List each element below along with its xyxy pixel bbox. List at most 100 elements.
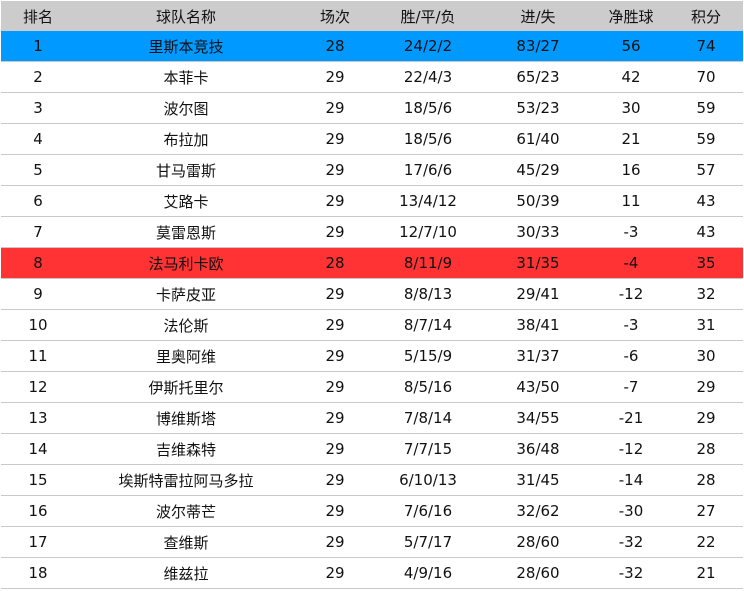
cell-points: 30 bbox=[669, 340, 743, 372]
cell-goal-difference: -30 bbox=[593, 495, 669, 527]
cell-rank: 1 bbox=[1, 31, 75, 62]
cell-goals-for-against: 31/45 bbox=[483, 464, 593, 496]
cell-rank: 13 bbox=[1, 402, 75, 434]
cell-matches-played: 29 bbox=[297, 278, 373, 310]
cell-team-name: 波尔蒂芒 bbox=[75, 495, 297, 527]
cell-rank: 16 bbox=[1, 495, 75, 527]
table-row: 2 本菲卡 29 22/4/3 65/23 42 70 bbox=[1, 61, 743, 93]
cell-win-draw-loss: 7/8/14 bbox=[373, 402, 483, 434]
cell-team-name: 伊斯托里尔 bbox=[75, 371, 297, 403]
header-row: 排名 球队名称 场次 胜/平/负 进/失 净胜球 积分 bbox=[1, 1, 743, 31]
table-row: 8 法马利卡欧 28 8/11/9 31/35 -4 35 bbox=[1, 247, 743, 279]
cell-team-name: 维兹拉 bbox=[75, 557, 297, 589]
cell-goal-difference: -7 bbox=[593, 371, 669, 403]
header-goals-for-against: 进/失 bbox=[520, 7, 556, 26]
cell-rank: 7 bbox=[1, 216, 75, 248]
cell-team-name: 艾路卡 bbox=[75, 185, 297, 217]
cell-rank: 3 bbox=[1, 92, 75, 124]
cell-goals-for-against: 31/37 bbox=[483, 340, 593, 372]
cell-points: 28 bbox=[669, 464, 743, 496]
cell-rank: 10 bbox=[1, 309, 75, 341]
cell-goals-for-against: 50/39 bbox=[483, 185, 593, 217]
cell-goal-difference: 16 bbox=[593, 154, 669, 186]
cell-goals-for-against: 61/40 bbox=[483, 123, 593, 155]
cell-matches-played: 29 bbox=[297, 526, 373, 558]
cell-goal-difference: 11 bbox=[593, 185, 669, 217]
cell-team-name: 布拉加 bbox=[75, 123, 297, 155]
cell-rank: 8 bbox=[1, 247, 75, 279]
cell-goal-difference: 56 bbox=[593, 31, 669, 62]
cell-points: 31 bbox=[669, 309, 743, 341]
cell-goals-for-against: 36/48 bbox=[483, 433, 593, 465]
cell-win-draw-loss: 24/2/2 bbox=[373, 31, 483, 62]
cell-win-draw-loss: 8/11/9 bbox=[373, 247, 483, 279]
cell-goals-for-against: 83/27 bbox=[483, 31, 593, 62]
cell-points: 28 bbox=[669, 433, 743, 465]
cell-win-draw-loss: 4/9/16 bbox=[373, 557, 483, 589]
cell-win-draw-loss: 8/5/16 bbox=[373, 371, 483, 403]
cell-goal-difference: 42 bbox=[593, 61, 669, 93]
cell-team-name: 里奥阿维 bbox=[75, 340, 297, 372]
cell-win-draw-loss: 7/6/16 bbox=[373, 495, 483, 527]
cell-goals-for-against: 28/60 bbox=[483, 526, 593, 558]
cell-matches-played: 29 bbox=[297, 495, 373, 527]
cell-rank: 18 bbox=[1, 557, 75, 589]
cell-points: 43 bbox=[669, 185, 743, 217]
cell-win-draw-loss: 5/7/17 bbox=[373, 526, 483, 558]
cell-matches-played: 29 bbox=[297, 61, 373, 93]
cell-goals-for-against: 34/55 bbox=[483, 402, 593, 434]
cell-matches-played: 29 bbox=[297, 340, 373, 372]
cell-win-draw-loss: 13/4/12 bbox=[373, 185, 483, 217]
table-row: 14 吉维森特 29 7/7/15 36/48 -12 28 bbox=[1, 433, 743, 465]
cell-goals-for-against: 31/35 bbox=[483, 247, 593, 279]
header-rank: 排名 bbox=[22, 7, 53, 26]
table-row: 13 博维斯塔 29 7/8/14 34/55 -21 29 bbox=[1, 402, 743, 434]
header-matches-played: 场次 bbox=[319, 7, 350, 26]
cell-matches-played: 29 bbox=[297, 216, 373, 248]
cell-team-name: 波尔图 bbox=[75, 92, 297, 124]
cell-win-draw-loss: 12/7/10 bbox=[373, 216, 483, 248]
cell-goals-for-against: 45/29 bbox=[483, 154, 593, 186]
cell-matches-played: 29 bbox=[297, 154, 373, 186]
cell-goal-difference: -32 bbox=[593, 526, 669, 558]
cell-win-draw-loss: 17/6/6 bbox=[373, 154, 483, 186]
cell-team-name: 查维斯 bbox=[75, 526, 297, 558]
cell-points: 32 bbox=[669, 278, 743, 310]
table-row: 16 波尔蒂芒 29 7/6/16 32/62 -30 27 bbox=[1, 495, 743, 527]
cell-matches-played: 29 bbox=[297, 309, 373, 341]
cell-goals-for-against: 38/41 bbox=[483, 309, 593, 341]
table-row: 18 维兹拉 29 4/9/16 28/60 -32 21 bbox=[1, 557, 743, 589]
table-row: 17 查维斯 29 5/7/17 28/60 -32 22 bbox=[1, 526, 743, 558]
cell-goal-difference: -6 bbox=[593, 340, 669, 372]
cell-points: 74 bbox=[669, 31, 743, 62]
table-row: 1 里斯本竞技 28 24/2/2 83/27 56 74 bbox=[1, 31, 743, 62]
cell-rank: 4 bbox=[1, 123, 75, 155]
cell-goals-for-against: 53/23 bbox=[483, 92, 593, 124]
cell-team-name: 法伦斯 bbox=[75, 309, 297, 341]
cell-win-draw-loss: 18/5/6 bbox=[373, 92, 483, 124]
cell-goal-difference: 21 bbox=[593, 123, 669, 155]
table-row: 7 莫雷恩斯 29 12/7/10 30/33 -3 43 bbox=[1, 216, 743, 248]
cell-matches-played: 29 bbox=[297, 92, 373, 124]
cell-team-name: 吉维森特 bbox=[75, 433, 297, 465]
header-win-draw-loss: 胜/平/负 bbox=[400, 7, 456, 26]
cell-goal-difference: -12 bbox=[593, 433, 669, 465]
cell-points: 22 bbox=[669, 526, 743, 558]
cell-points: 29 bbox=[669, 371, 743, 403]
header-points: 积分 bbox=[690, 7, 721, 26]
cell-rank: 5 bbox=[1, 154, 75, 186]
cell-goal-difference: -3 bbox=[593, 309, 669, 341]
cell-goals-for-against: 30/33 bbox=[483, 216, 593, 248]
cell-goals-for-against: 65/23 bbox=[483, 61, 593, 93]
header-team-name: 球队名称 bbox=[155, 7, 216, 26]
cell-matches-played: 28 bbox=[297, 247, 373, 279]
cell-team-name: 埃斯特雷拉阿马多拉 bbox=[75, 464, 297, 496]
cell-team-name: 法马利卡欧 bbox=[75, 247, 297, 279]
cell-goal-difference: -21 bbox=[593, 402, 669, 434]
cell-team-name: 本菲卡 bbox=[75, 61, 297, 93]
cell-team-name: 里斯本竞技 bbox=[75, 31, 297, 62]
cell-goals-for-against: 28/60 bbox=[483, 557, 593, 589]
cell-matches-played: 29 bbox=[297, 464, 373, 496]
cell-rank: 2 bbox=[1, 61, 75, 93]
